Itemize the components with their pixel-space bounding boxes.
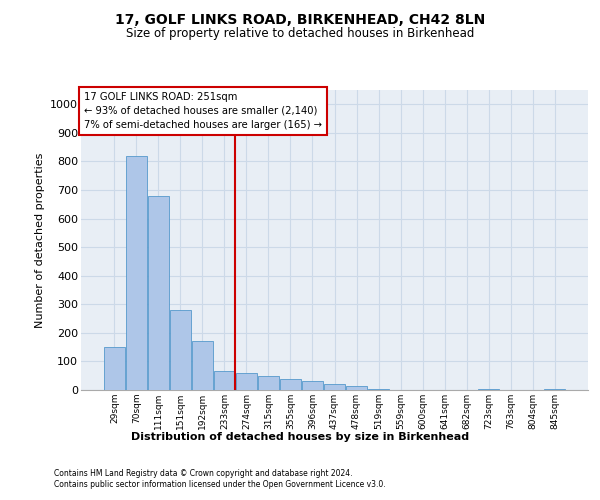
Text: Size of property relative to detached houses in Birkenhead: Size of property relative to detached ho… [126,28,474,40]
Bar [324,384,345,390]
Text: Distribution of detached houses by size in Birkenhead: Distribution of detached houses by size … [131,432,469,442]
Bar [126,156,147,390]
Text: 17 GOLF LINKS ROAD: 251sqm
← 93% of detached houses are smaller (2,140)
7% of se: 17 GOLF LINKS ROAD: 251sqm ← 93% of deta… [83,92,322,130]
Bar [544,388,565,390]
Text: Contains HM Land Registry data © Crown copyright and database right 2024.: Contains HM Land Registry data © Crown c… [54,468,353,477]
Text: 17, GOLF LINKS ROAD, BIRKENHEAD, CH42 8LN: 17, GOLF LINKS ROAD, BIRKENHEAD, CH42 8L… [115,12,485,26]
Bar [236,373,257,390]
Bar [104,347,125,390]
Bar [478,388,499,390]
Bar [148,196,169,390]
Bar [302,382,323,390]
Bar [214,372,235,390]
Bar [192,342,213,390]
Text: Contains public sector information licensed under the Open Government Licence v3: Contains public sector information licen… [54,480,386,489]
Bar [346,386,367,390]
Bar [368,388,389,390]
Y-axis label: Number of detached properties: Number of detached properties [35,152,44,328]
Bar [170,310,191,390]
Bar [280,378,301,390]
Bar [258,376,279,390]
